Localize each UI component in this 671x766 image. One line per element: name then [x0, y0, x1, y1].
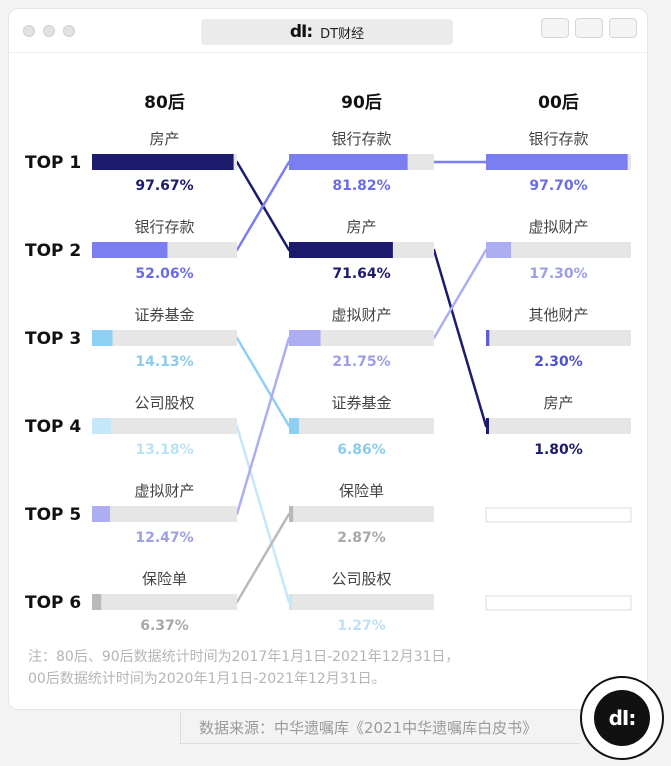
category-label: 虚拟财产 [134, 482, 194, 500]
footnote: 注：80后、90后数据统计时间为2017年1月1日-2021年12月31日， 0… [28, 646, 548, 690]
bar [289, 594, 292, 610]
bar [92, 154, 234, 170]
bar [486, 154, 628, 170]
value-label: 1.27% [337, 618, 386, 634]
record-icon[interactable] [541, 18, 569, 38]
rank-label: TOP 1 [25, 153, 81, 173]
value-label: 12.47% [135, 530, 193, 546]
close-window-icon[interactable] [23, 25, 35, 37]
value-label: 21.75% [332, 354, 390, 370]
rank-label: TOP 6 [25, 593, 81, 613]
connector-line [235, 160, 291, 252]
group-header: 90后 [341, 93, 382, 113]
value-label: 97.70% [529, 178, 587, 194]
bar [486, 330, 490, 346]
bar [289, 330, 321, 346]
bar-track [289, 506, 434, 522]
value-label: 14.13% [135, 354, 193, 370]
bar [289, 154, 408, 170]
category-label: 虚拟财产 [331, 306, 391, 324]
category-label: 银行存款 [134, 218, 194, 236]
rank-label: TOP 3 [25, 329, 81, 349]
category-label: 保险单 [142, 570, 187, 588]
value-label: 6.86% [337, 442, 386, 458]
bar-track [486, 418, 631, 434]
value-label: 2.30% [534, 354, 583, 370]
bar [92, 242, 168, 258]
value-label: 52.06% [135, 266, 193, 282]
category-label: 房产 [543, 394, 573, 412]
rank-label: TOP 4 [25, 417, 81, 437]
footnote-line-2: 00后数据统计时间为2020年1月1日-2021年12月31日。 [28, 671, 386, 687]
bar-track [289, 418, 434, 434]
category-label: 房产 [149, 130, 179, 148]
rank-label: TOP 2 [25, 241, 81, 261]
bar [486, 242, 512, 258]
category-label: 保险单 [339, 482, 384, 500]
bar [92, 506, 111, 522]
footnote-line-1: 注：80后、90后数据统计时间为2017年1月1日-2021年12月31日， [28, 649, 460, 665]
connector-line [235, 336, 291, 516]
bar [92, 594, 102, 610]
bar-track [486, 242, 631, 258]
rank-label: TOP 5 [25, 505, 81, 525]
group-header: 00后 [538, 93, 579, 113]
group-header: 80后 [144, 93, 185, 113]
home-icon[interactable] [575, 18, 603, 38]
category-label: 证券基金 [331, 394, 391, 412]
bar [289, 506, 294, 522]
category-label: 公司股权 [331, 570, 391, 588]
bar-track [92, 506, 237, 522]
chart-card: dI: DT财经 [8, 8, 648, 710]
value-label: 2.87% [337, 530, 386, 546]
connector-line [432, 248, 488, 428]
maximize-window-icon[interactable] [63, 25, 75, 37]
bar [289, 418, 299, 434]
window-title-bar: dI: DT财经 [9, 9, 647, 53]
category-label: 银行存款 [528, 130, 588, 148]
bar [92, 330, 113, 346]
dt-logo-icon: dI: [289, 22, 313, 42]
minimize-window-icon[interactable] [43, 25, 55, 37]
category-label: 公司股权 [134, 394, 194, 412]
value-label: 81.82% [332, 178, 390, 194]
bar-track [289, 330, 434, 346]
empty-slot [485, 595, 632, 611]
empty-slot [485, 507, 632, 523]
bar [92, 418, 112, 434]
bar [289, 242, 393, 258]
value-label: 71.64% [332, 266, 390, 282]
bar-track [289, 594, 434, 610]
value-label: 1.80% [534, 442, 583, 458]
bar-track [92, 418, 237, 434]
connector-line [235, 424, 291, 604]
bar [486, 418, 489, 434]
dt-badge-icon: dI: [594, 690, 650, 746]
connector-line [432, 248, 488, 340]
category-label: 其他财产 [528, 306, 588, 324]
value-label: 97.67% [135, 178, 193, 194]
bar-track [486, 330, 631, 346]
bar-track [92, 594, 237, 610]
data-source: 数据来源：中华遗嘱库《2021中华遗嘱库白皮书》 [180, 712, 580, 744]
category-label: 证券基金 [134, 306, 194, 324]
connector-line [235, 512, 291, 604]
category-label: 房产 [346, 218, 376, 236]
category-label: 银行存款 [331, 130, 391, 148]
bar-track [92, 330, 237, 346]
connector-lines [235, 160, 488, 604]
category-label: 虚拟财产 [528, 218, 588, 236]
value-label: 6.37% [140, 618, 189, 634]
connector-line [235, 336, 291, 428]
dt-badge-logo: dI: [580, 676, 664, 760]
window-icon[interactable] [609, 18, 637, 38]
app-title: DT财经 [320, 26, 365, 42]
value-label: 13.18% [135, 442, 193, 458]
value-label: 17.30% [529, 266, 587, 282]
window-title: dI: DT财经 [201, 19, 453, 45]
